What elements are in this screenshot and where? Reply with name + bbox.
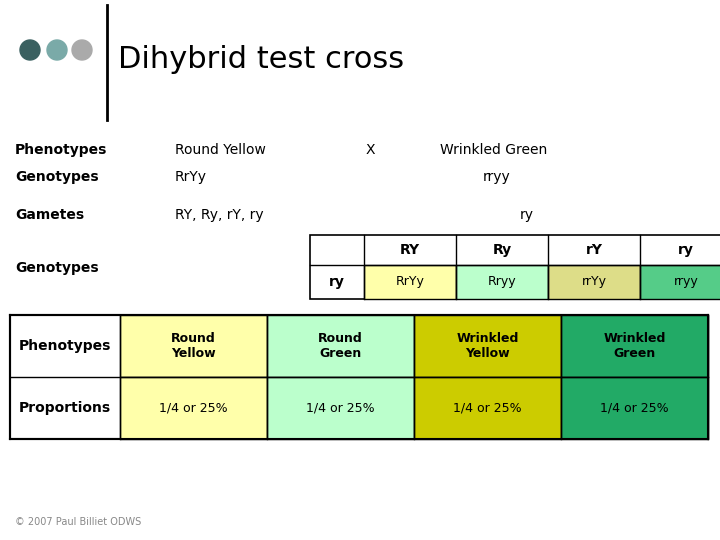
Bar — [120, 377, 267, 439]
Text: © 2007 Paul Billiet ODWS: © 2007 Paul Billiet ODWS — [15, 517, 141, 527]
Text: rryy: rryy — [483, 170, 510, 184]
Bar — [310, 235, 720, 299]
Text: 1/4 or 25%: 1/4 or 25% — [306, 402, 375, 415]
Bar — [267, 315, 414, 377]
Text: Genotypes: Genotypes — [15, 170, 99, 184]
Bar — [561, 377, 708, 439]
Circle shape — [47, 40, 67, 60]
Text: rrYy: rrYy — [582, 275, 606, 288]
Text: RY: RY — [400, 243, 420, 257]
Text: RY, Ry, rY, ry: RY, Ry, rY, ry — [175, 208, 264, 222]
Text: Wrinkled
Green: Wrinkled Green — [603, 332, 666, 360]
Text: Gametes: Gametes — [15, 208, 84, 222]
Text: 1/4 or 25%: 1/4 or 25% — [159, 402, 228, 415]
Bar — [414, 315, 561, 377]
Text: RrYy: RrYy — [175, 170, 207, 184]
Bar — [120, 315, 267, 377]
Text: Proportions: Proportions — [19, 401, 111, 415]
Text: Genotypes: Genotypes — [15, 261, 99, 275]
Text: Ry: Ry — [492, 243, 512, 257]
Bar — [10, 315, 708, 439]
Bar — [640, 265, 720, 299]
Text: Wrinkled Green: Wrinkled Green — [440, 143, 547, 157]
Text: ry: ry — [329, 275, 345, 289]
Bar — [267, 377, 414, 439]
Bar — [548, 265, 640, 299]
Text: Round
Yellow: Round Yellow — [171, 332, 216, 360]
Text: Phenotypes: Phenotypes — [19, 339, 111, 353]
Text: Wrinkled
Yellow: Wrinkled Yellow — [456, 332, 518, 360]
Text: rY: rY — [585, 243, 603, 257]
Text: 1/4 or 25%: 1/4 or 25% — [600, 402, 669, 415]
Text: Rryy: Rryy — [487, 275, 516, 288]
Text: RrYy: RrYy — [395, 275, 424, 288]
Bar — [456, 265, 548, 299]
Text: Phenotypes: Phenotypes — [15, 143, 107, 157]
Text: ry: ry — [520, 208, 534, 222]
Bar — [561, 315, 708, 377]
Circle shape — [72, 40, 92, 60]
Text: X: X — [365, 143, 374, 157]
Bar — [414, 377, 561, 439]
Text: rryy: rryy — [674, 275, 698, 288]
Text: Dihybrid test cross: Dihybrid test cross — [118, 45, 404, 75]
Text: Round Yellow: Round Yellow — [175, 143, 266, 157]
Text: 1/4 or 25%: 1/4 or 25% — [453, 402, 522, 415]
Text: Round
Green: Round Green — [318, 332, 363, 360]
Circle shape — [20, 40, 40, 60]
Bar — [364, 265, 456, 299]
Text: ry: ry — [678, 243, 694, 257]
